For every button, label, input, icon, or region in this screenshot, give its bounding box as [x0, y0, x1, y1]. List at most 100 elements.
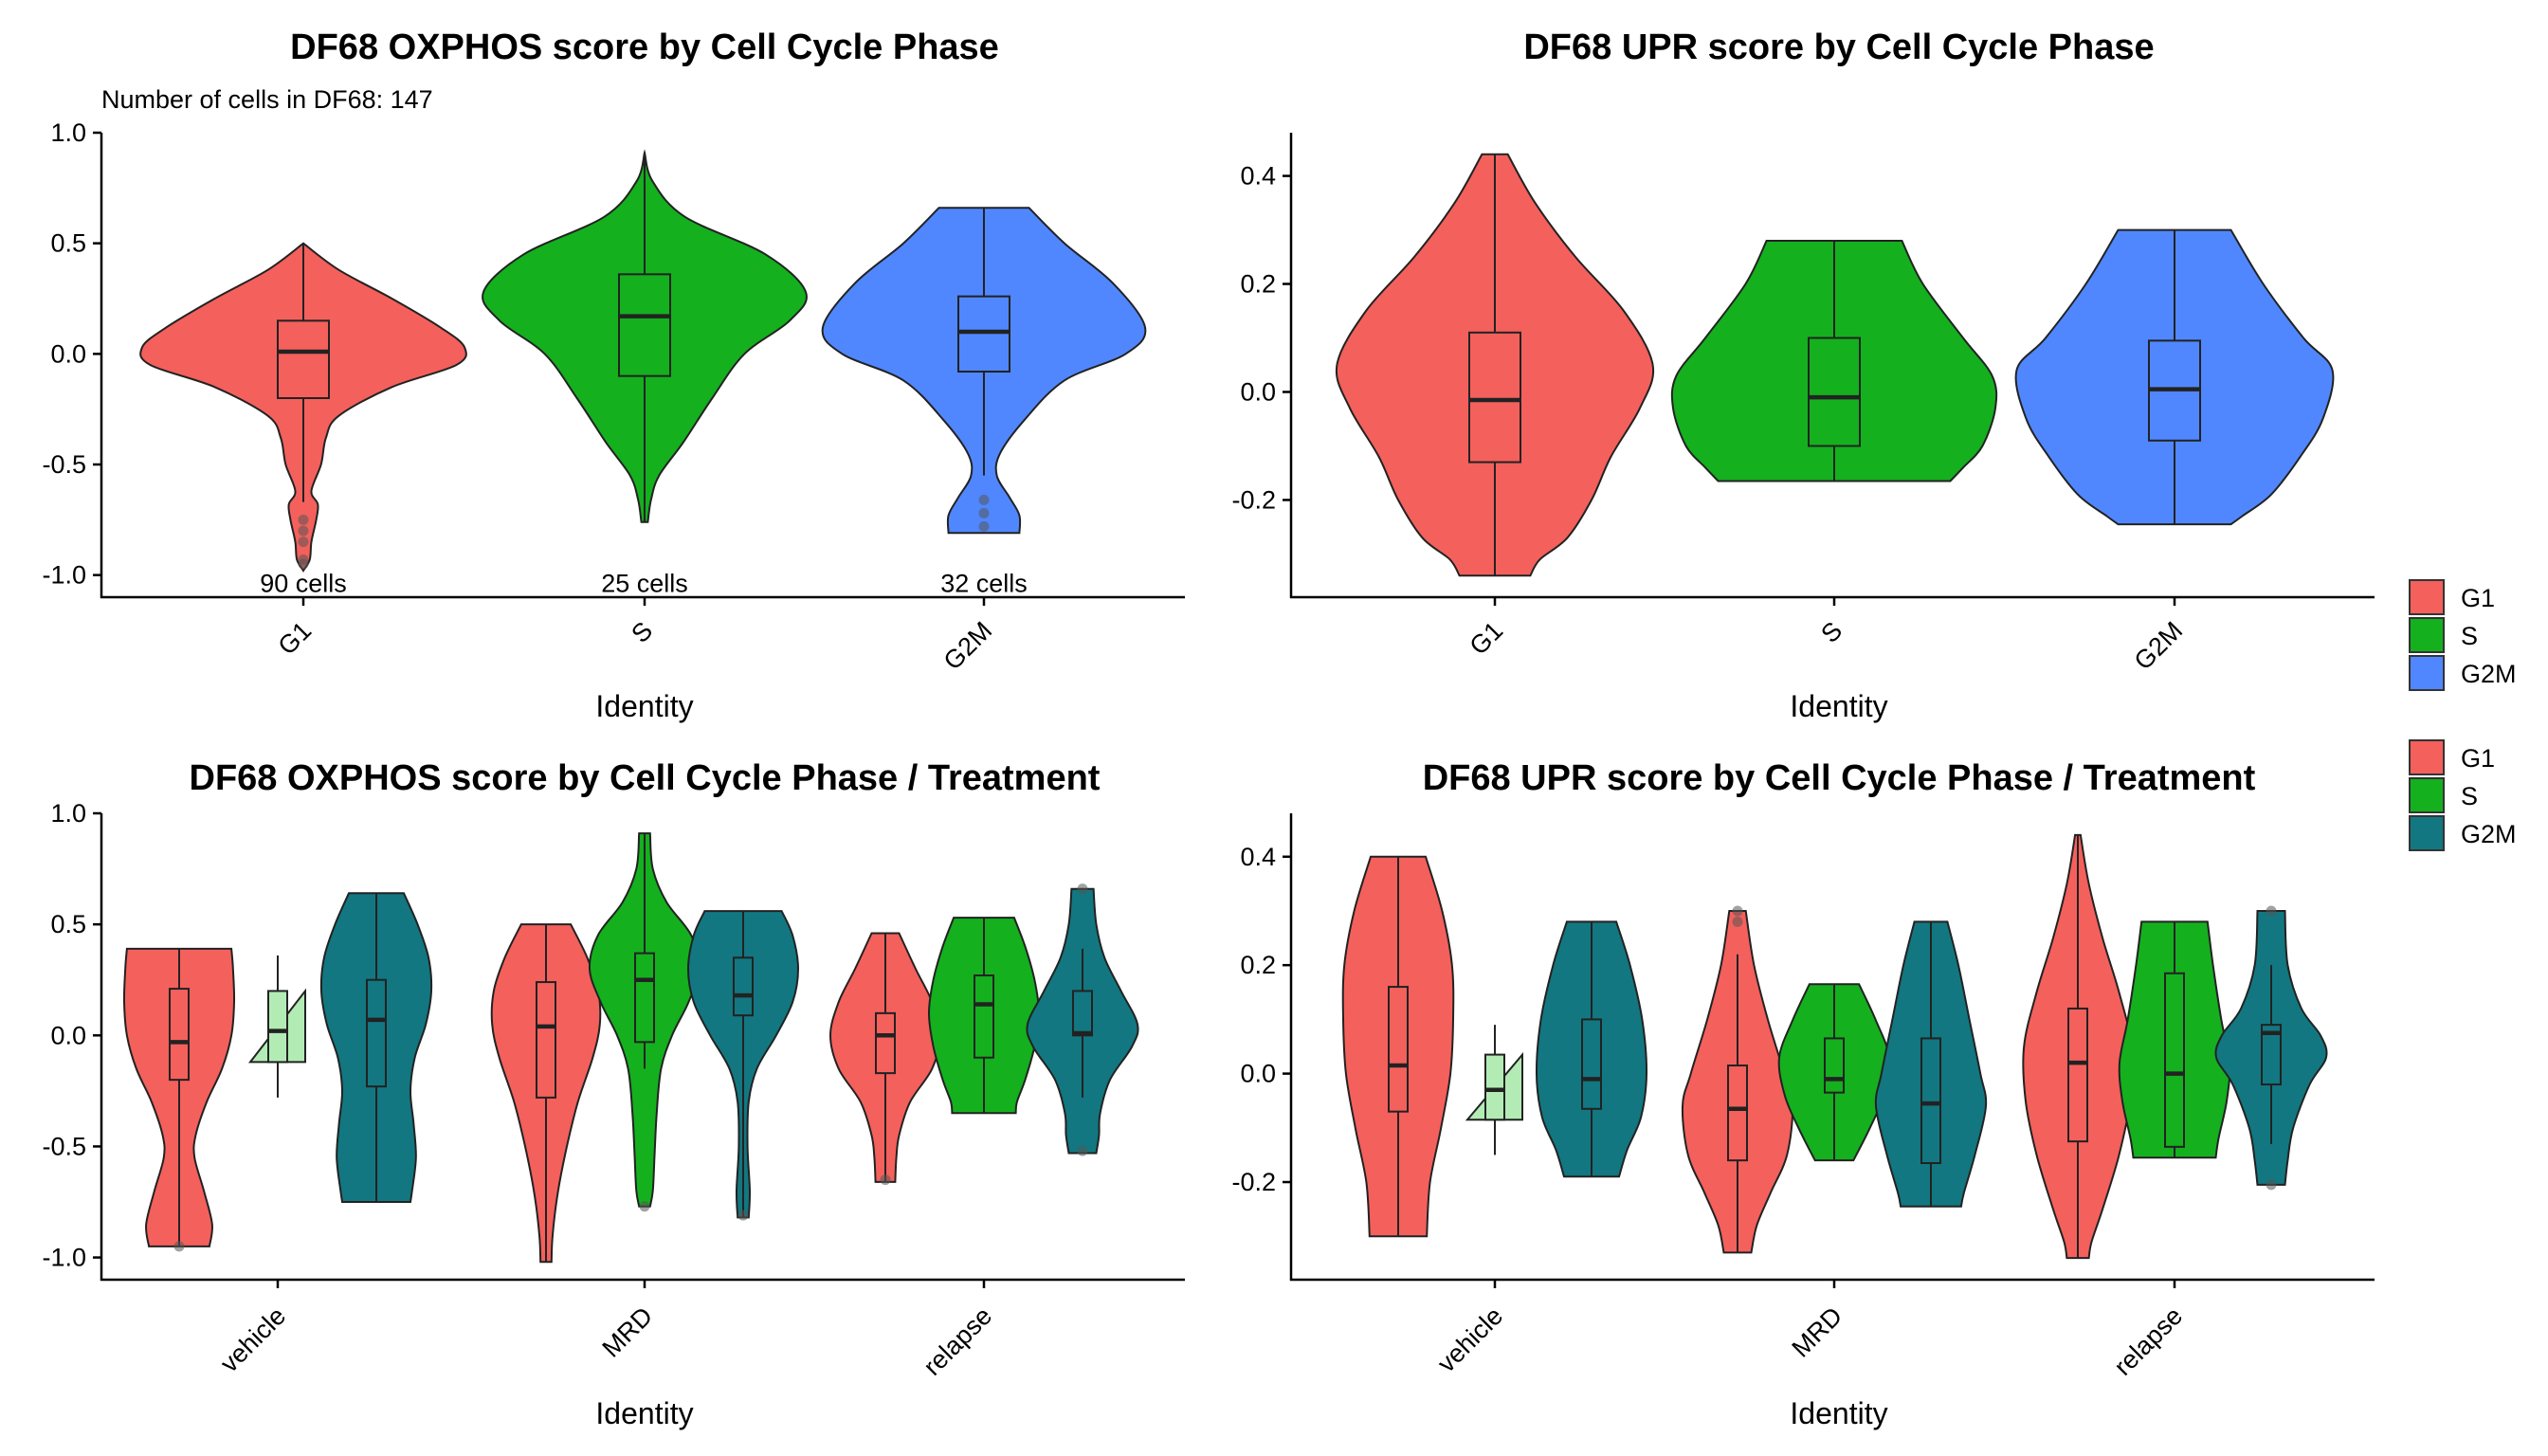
legend-item: S — [2409, 617, 2478, 653]
legend-label: S — [2461, 622, 2478, 650]
legend-item: S — [2409, 777, 2478, 813]
legend-item: G2M — [2409, 655, 2517, 691]
legend-swatch — [2409, 739, 2445, 775]
outlier-point — [173, 1241, 185, 1252]
legend-swatch — [2409, 815, 2445, 851]
violin-MRD-G2M — [1874, 920, 1988, 1208]
y-tick-label: -0.2 — [1231, 1168, 1276, 1196]
box-iqr — [733, 956, 754, 1017]
outlier-point — [1077, 883, 1088, 895]
x-axis-label: Identity — [1790, 1396, 1887, 1430]
box-iqr — [169, 988, 190, 1082]
outlier-point — [978, 507, 990, 519]
box-iqr — [267, 990, 288, 1064]
box-iqr — [1808, 337, 1861, 447]
outlier-point — [978, 494, 990, 505]
box-iqr — [1072, 990, 1093, 1037]
box-iqr — [277, 319, 330, 400]
outlier-point — [1077, 1145, 1088, 1156]
x-axis-label: Identity — [1790, 689, 1887, 723]
outlier-point — [639, 1201, 650, 1212]
legend-item: G1 — [2409, 579, 2495, 615]
violin-relapse-G1 — [2022, 833, 2134, 1260]
outlier-point — [2266, 905, 2277, 917]
y-tick-label: -0.5 — [42, 1132, 86, 1160]
cell-count-label: 25 cells — [601, 570, 688, 598]
box-iqr — [974, 974, 994, 1059]
x-axis-label: Identity — [595, 689, 693, 723]
y-tick-label: 0.2 — [1240, 951, 1276, 979]
y-tick-label: 0.0 — [50, 339, 86, 368]
outlier-point — [298, 537, 309, 548]
box-iqr — [1484, 1053, 1505, 1121]
violin-vehicle-S — [247, 955, 306, 1098]
outlier-point — [298, 558, 309, 570]
outlier-point — [2266, 1179, 2277, 1191]
box-iqr — [618, 273, 671, 377]
box-iqr — [2164, 972, 2185, 1148]
y-tick-label: 0.4 — [1240, 162, 1276, 191]
outlier-point — [737, 1210, 749, 1221]
legend-label: G1 — [2461, 744, 2495, 773]
violin-G1 — [139, 242, 467, 573]
outlier-point — [1732, 905, 1743, 917]
violin-S — [482, 149, 808, 523]
violin-MRD-G2M — [686, 910, 800, 1221]
box-iqr — [2261, 1024, 2282, 1086]
legend-label: G2M — [2461, 660, 2517, 688]
violin-vehicle-S — [1465, 1025, 1523, 1156]
y-tick-label: 1.0 — [50, 799, 86, 828]
box-iqr — [875, 1011, 896, 1075]
box-iqr — [1581, 1018, 1602, 1110]
box-iqr — [1920, 1037, 1941, 1164]
box-iqr — [536, 981, 556, 1099]
panel-oxphos-phase: DF68 OXPHOS score by Cell Cycle Phase Nu… — [42, 27, 1185, 723]
violin-MRD-G1 — [490, 923, 602, 1264]
violin-relapse-S — [2118, 920, 2231, 1159]
legend-swatch — [2409, 655, 2445, 691]
legend-swatch — [2409, 579, 2445, 615]
outlier-point — [298, 525, 309, 537]
panel-oxphos-treatment: DF68 OXPHOS score by Cell Cycle Phase / … — [42, 758, 1185, 1430]
y-tick-label: 0.2 — [1240, 270, 1276, 299]
chart-title: DF68 UPR score by Cell Cycle Phase / Tre… — [1423, 758, 2256, 798]
y-tick-label: 0.5 — [50, 229, 86, 258]
chart-title: DF68 OXPHOS score by Cell Cycle Phase / … — [190, 758, 1101, 798]
cell-count-label: 32 cells — [940, 570, 1028, 598]
legend-item: G1 — [2409, 739, 2495, 775]
violin-relapse-G2M — [2214, 905, 2328, 1191]
violin-relapse-G1 — [828, 932, 942, 1186]
legend-treatment: G1 S G2M — [2409, 739, 2517, 851]
outlier-point — [298, 514, 309, 525]
y-tick-label: -0.2 — [1231, 485, 1276, 514]
violin-G2M — [821, 207, 1147, 535]
y-tick-label: -0.5 — [42, 450, 86, 479]
y-tick-label: -1.0 — [42, 561, 86, 590]
legend-label: S — [2461, 782, 2478, 810]
outlier-point — [1732, 916, 1743, 927]
box-iqr — [957, 295, 1010, 373]
box-iqr — [366, 978, 387, 1088]
y-tick-label: 1.0 — [50, 118, 86, 147]
outlier-point — [978, 520, 990, 532]
box-iqr — [1388, 986, 1409, 1113]
y-tick-label: 0.0 — [1240, 377, 1276, 406]
legend-label: G1 — [2461, 584, 2495, 612]
chart-title: DF68 OXPHOS score by Cell Cycle Phase — [290, 27, 999, 67]
violin-vehicle-G2M — [319, 892, 433, 1203]
cell-count-label: 90 cells — [260, 570, 347, 598]
chart-title: DF68 UPR score by Cell Cycle Phase — [1523, 27, 2154, 67]
violin-vehicle-G2M — [1535, 920, 1648, 1178]
violin-S — [1670, 240, 1998, 482]
violin-vehicle-G1 — [122, 947, 236, 1252]
legend-label: G2M — [2461, 820, 2517, 848]
y-tick-label: -1.0 — [42, 1244, 86, 1272]
box-iqr — [1468, 331, 1521, 464]
chart-subtitle: Number of cells in DF68: 147 — [101, 85, 433, 114]
violin-relapse-S — [927, 917, 1041, 1115]
legend-phase: G1 S G2M — [2409, 579, 2517, 691]
